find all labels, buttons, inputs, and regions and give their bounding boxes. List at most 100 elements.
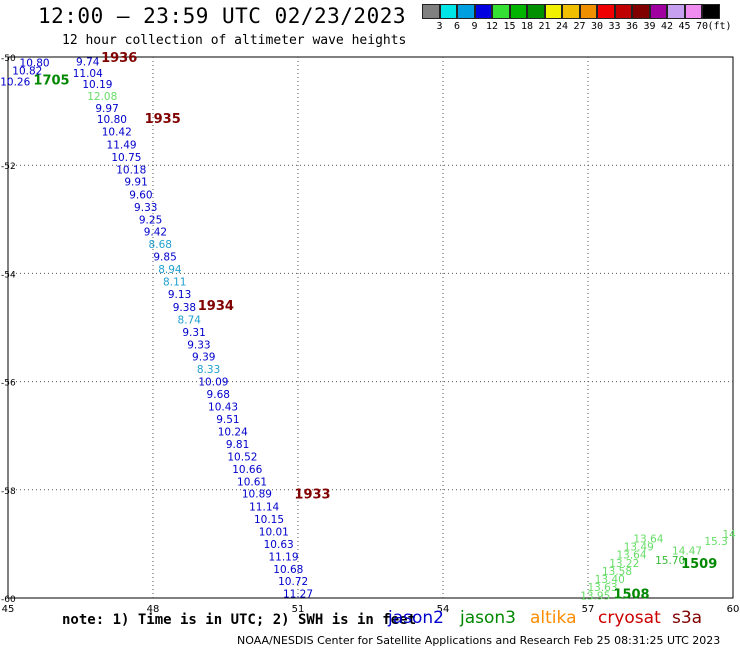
legend-label: 12 — [485, 21, 499, 32]
legend-swatch — [684, 4, 702, 19]
y-tick-label: -52 — [1, 162, 16, 172]
legend-swatch — [632, 4, 650, 19]
legend-swatch — [649, 4, 667, 19]
legend-label: 9 — [471, 21, 478, 32]
y-tick-label: -50 — [1, 54, 16, 64]
swh-value: 10.80 — [97, 114, 127, 126]
swh-value: 13.64 — [616, 550, 646, 562]
legend-label: 15 — [503, 21, 516, 32]
swh-value: 14.47 — [672, 545, 702, 557]
color-legend-labels: 3 6 9 12 15 18 21 24 27 30 33 36 39 42 45 70 (ft) — [422, 21, 740, 35]
swh-value: 11.49 — [107, 140, 137, 152]
swh-value: 10.89 — [242, 489, 272, 501]
swh-value: 10.68 — [273, 564, 303, 576]
swh-value: 15.3 — [704, 536, 727, 548]
swh-value: 9.39 — [192, 352, 215, 364]
swh-value: 10.19 — [82, 79, 112, 91]
swh-value: 10.09 — [198, 377, 228, 389]
swh-value: 9.31 — [182, 327, 205, 339]
y-tick-label: -56 — [1, 379, 16, 389]
legend-swatch — [527, 4, 545, 19]
swh-value: 13.49 — [624, 542, 654, 554]
swh-value: 10.52 — [227, 451, 257, 463]
swh-value: 9.60 — [129, 189, 152, 201]
swh-value: 9.85 — [153, 252, 176, 264]
legend-swatch — [457, 4, 475, 19]
legend-swatch — [474, 4, 492, 19]
legend-label: 45 — [678, 21, 691, 32]
swh-value: 10.72 — [278, 576, 308, 588]
swh-value: 13.95 — [580, 590, 610, 602]
legend-swatch — [667, 4, 685, 19]
legend-label: 24 — [555, 21, 569, 32]
time-label: 1509 — [681, 557, 717, 572]
legend-swatch — [562, 4, 580, 19]
mission-jason2: jason2 — [388, 608, 444, 628]
swh-value: 13.63 — [587, 582, 617, 594]
legend-swatch — [597, 4, 615, 19]
swh-value: 13.64 — [633, 533, 663, 545]
swh-value: 11.19 — [268, 551, 298, 563]
swh-value: 9.91 — [124, 176, 147, 188]
mission-jason3: jason3 — [460, 608, 516, 628]
legend-label: 36 — [625, 21, 639, 32]
swh-value: 10.82 — [12, 66, 42, 78]
swh-value: 10.61 — [237, 477, 267, 489]
mission-cryosat: cryosat — [598, 608, 661, 628]
swh-value: 9.42 — [144, 227, 167, 239]
x-tick-label: 45 — [2, 604, 15, 615]
swh-value: 10.26 — [0, 76, 30, 88]
swh-value: 10.18 — [116, 165, 146, 177]
legend-swatch — [579, 4, 597, 19]
legend-label: 39 — [643, 21, 656, 32]
legend-swatch — [544, 4, 562, 19]
mission-altika: altika — [530, 608, 577, 628]
legend-label: 3 — [436, 21, 443, 32]
swh-value: 10.15 — [254, 514, 284, 526]
swh-value: 10.01 — [259, 526, 289, 538]
time-label: 1935 — [145, 112, 181, 127]
swh-value: 13.40 — [595, 574, 625, 586]
credit-line: NOAA/NESDIS Center for Satellite Applica… — [237, 634, 721, 647]
legend-label: (ft) — [707, 21, 732, 32]
footer-note: note: 1) Time is in UTC; 2) SWH is in fe… — [62, 612, 417, 628]
x-tick-label: 48 — [147, 604, 160, 615]
swh-value: 8.94 — [158, 264, 182, 276]
legend-swatch — [702, 4, 720, 19]
legend-label: 42 — [660, 21, 674, 32]
time-label: 1936 — [101, 51, 137, 66]
swh-value: 15.70 — [655, 555, 685, 567]
swh-value: 8.11 — [163, 277, 186, 289]
swh-value: 10.66 — [232, 464, 262, 476]
legend-label: 6 — [453, 21, 461, 32]
legend-swatch — [509, 4, 527, 19]
swh-value: 9.13 — [168, 289, 191, 301]
x-tick-label: 57 — [582, 604, 595, 615]
swh-value: 11.14 — [249, 502, 279, 514]
y-tick-label: -60 — [1, 595, 16, 605]
legend-label: 70 — [695, 21, 709, 32]
legend-label: 30 — [590, 21, 604, 32]
legend-label: 33 — [608, 21, 621, 32]
swh-value: 9.68 — [207, 389, 230, 401]
swh-value: 9.74 — [76, 56, 100, 68]
legend-swatch — [614, 4, 632, 19]
swh-value: 10.42 — [102, 127, 132, 139]
swh-value: 10.24 — [218, 426, 248, 438]
swh-value: 11.04 — [73, 68, 103, 80]
swh-value: 9.38 — [173, 302, 196, 314]
x-tick-label: 60 — [727, 604, 740, 615]
swh-value: 10.75 — [111, 152, 141, 164]
swh-value: 9.51 — [216, 414, 239, 426]
swh-value: 13.22 — [609, 558, 639, 570]
swh-value: 12.08 — [87, 91, 117, 103]
x-tick-label: 54 — [437, 604, 450, 615]
legend-swatch — [439, 4, 457, 19]
swh-value: 10.80 — [20, 57, 50, 69]
color-legend — [422, 4, 720, 19]
page-subtitle: 12 hour collection of altimeter wave hei… — [62, 33, 407, 48]
swh-value: 13.58 — [602, 566, 632, 578]
swh-value: 9.97 — [95, 103, 118, 115]
swh-value: 14 — [722, 529, 736, 541]
